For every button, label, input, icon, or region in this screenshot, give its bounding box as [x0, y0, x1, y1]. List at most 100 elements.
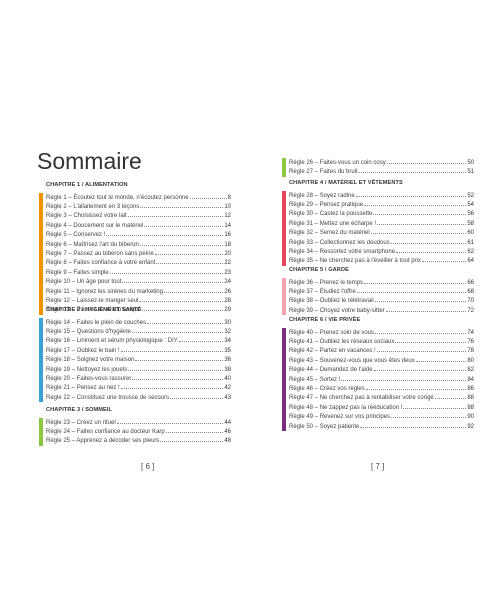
entry-label: Règle 7 – Passez au biberon sans peine	[46, 250, 154, 257]
entry-page: 14	[224, 222, 231, 229]
entry-page: 20	[224, 250, 231, 257]
entry-label: Règle 26 – Faites-vous un coin cosy	[289, 160, 386, 166]
dot-leader	[364, 278, 467, 284]
entry-label: Règle 18 – Soignez votre maison	[46, 357, 135, 364]
entry-label: Règle 24 – Faites confiance au docteur K…	[46, 428, 165, 435]
entry-page: 28	[224, 297, 231, 304]
toc-entry: Règle 13 – Passez au menu unique 29	[46, 305, 231, 314]
dot-leader	[109, 268, 224, 274]
toc-entry: Règle 44 – Demandez de l'aide 82	[289, 365, 474, 374]
entry-label: Règle 37 – Étudiez l'offre	[289, 288, 356, 295]
toc-entry: Règle 11 – Ignorez les sirènes du market…	[46, 287, 231, 296]
toc-entry: Règle 36 – Prenez le temps 66	[289, 278, 474, 287]
toc-entry: Règle 49 – Revenez sur vos principes 90	[289, 412, 474, 421]
dot-leader	[390, 238, 467, 244]
entry-label: Règle 6 – Maîtrisez l'art du biberon	[46, 241, 139, 248]
entry-label: Règle 25 – Apprenez à décoder ses pleurs	[46, 438, 160, 445]
entry-label: Règle 5 – Conservez !	[46, 232, 106, 239]
entry-label: Règle 27 – Faites du bruit	[289, 169, 358, 176]
entry-list: Règle 14 – Faites le plein de couches 30 R…	[39, 317, 231, 403]
entry-label: Règle 43 – Souvenez-vous que vous êtes d…	[289, 357, 415, 364]
entry-label: Règle 42 – Partez en vacances !	[289, 348, 376, 355]
toc-entry: Règle 38 – Oubliez le télétravail 70	[289, 296, 474, 305]
chapter-section: CHAPITRE 4 / MATÉRIEL ET VÊTEMENTS Règle …	[282, 179, 474, 266]
toc-entry: Règle 50 – Soyez patiente 92	[289, 422, 474, 431]
entry-label: Règle 34 – Ressortez votre smartphone	[289, 248, 396, 255]
dot-leader	[434, 393, 467, 400]
entry-page: 22	[224, 260, 231, 267]
dot-leader	[116, 418, 224, 424]
entry-page: 54	[467, 201, 474, 208]
dot-leader	[165, 427, 224, 433]
toc-entry: Règle 39 – Choyez votre baby-sitter 72	[289, 306, 474, 315]
toc-entry: Règle 29 – Pensez pratique 54	[289, 200, 474, 209]
dot-leader	[144, 221, 224, 227]
entry-label: Règle 39 – Choyez votre baby-sitter	[289, 307, 385, 314]
entry-page: 56	[467, 211, 474, 218]
entry-page: 88	[467, 404, 474, 411]
entry-label: Règle 44 – Demandez de l'aide	[289, 367, 373, 374]
chapter-section: CHAPITRE 5 / GARDE Règle 36 – Prenez le t…	[282, 266, 474, 316]
entry-label: Règle 11 – Ignorez les sirènes du market…	[46, 288, 163, 295]
toc-entry: Règle 30 – Castez la poussette 56	[289, 209, 474, 218]
dot-leader	[156, 258, 224, 265]
dot-leader	[415, 356, 467, 362]
dot-leader	[189, 193, 227, 199]
dot-leader	[364, 200, 467, 206]
entry-label: Règle 23 – Créez un rituel	[46, 419, 116, 426]
entry-label: Règle 31 – Mettez une écharpe !	[289, 220, 377, 227]
entry-page: 70	[467, 298, 474, 305]
entry-page: 68	[467, 288, 474, 295]
toc-entry: Règle 9 – Faites simple 23	[46, 268, 231, 277]
dot-leader	[154, 249, 224, 255]
entry-page: 88	[467, 395, 474, 402]
dot-leader	[374, 296, 467, 303]
entry-page: 76	[467, 338, 474, 345]
entry-page: 42	[224, 385, 231, 392]
dot-leader	[120, 383, 224, 390]
toc-entry: Règle 40 – Prenez soin de vous 74	[289, 328, 474, 337]
toc-entry: Règle 12 – Laissez-le manger seul 28	[46, 296, 231, 305]
dot-leader	[135, 355, 224, 362]
entry-label: Règle 19 – Nettoyez les jouets	[46, 366, 128, 373]
entry-label: Règle 2 – L'allaitement en 3 leçons	[46, 203, 140, 210]
entry-page: 36	[224, 357, 231, 364]
dot-leader	[147, 318, 224, 324]
toc-entry: Règle 5 – Conservez ! 16	[46, 230, 231, 239]
chapter-heading: CHAPITRE 6 / VIE PRIVÉE	[289, 316, 361, 323]
dot-leader	[365, 384, 467, 390]
dot-leader	[375, 328, 467, 334]
entry-label: Règle 9 – Faites simple	[46, 269, 109, 276]
dot-leader	[385, 306, 467, 312]
toc-entry: Règle 17 – Oubliez le bain ! 35	[46, 346, 231, 355]
toc-entry: Règle 22 – Constituez une trousse de sec…	[46, 393, 231, 402]
toc-entry: Règle 18 – Soignez votre maison 36	[46, 355, 231, 364]
entry-label: Règle 33 – Collectionnez les doudous	[289, 239, 390, 246]
chapter-heading: CHAPITRE 4 / MATÉRIEL ET VÊTEMENTS	[289, 179, 403, 186]
entry-list: Règle 36 – Prenez le temps 66 Règle 37 – É…	[282, 277, 474, 316]
dot-leader	[403, 403, 467, 409]
entry-page: 35	[224, 347, 231, 354]
dot-leader	[106, 230, 224, 237]
toc-entry: Règle 25 – Apprenez à décoder ses pleurs…	[46, 436, 231, 445]
entry-label: Règle 30 – Castez la poussette	[289, 211, 373, 218]
entry-label: Règle 22 – Constituez une trousse de sec…	[46, 394, 170, 401]
entry-label: Règle 49 – Revenez sur vos principes	[289, 414, 391, 421]
title: Sommaire	[37, 148, 142, 174]
entry-page: 66	[467, 279, 474, 286]
entry-list: Règle 1 – Écoutez tout le monde, n'écout…	[39, 192, 231, 315]
entry-label: Règle 14 – Faites le plein de couches	[46, 319, 147, 326]
toc-entry: Règle 24 – Faites confiance au docteur K…	[46, 427, 231, 436]
dot-leader	[120, 346, 224, 352]
toc-entry: Règle 1 – Écoutez tout le monde, n'écout…	[46, 193, 231, 202]
toc-entry: Règle 2 – L'allaitement en 3 leçons 10	[46, 202, 231, 211]
entry-page: 90	[467, 414, 474, 421]
entry-label: Règle 12 – Laissez-le manger seul	[46, 297, 139, 304]
dot-leader	[139, 240, 224, 246]
entry-label: Règle 48 – Ne zappez pas la rééducation …	[289, 404, 403, 411]
toc-entry: Règle 48 – Ne zappez pas la rééducation …	[289, 403, 474, 412]
chapter-section: CHAPITRE 6 / VIE PRIVÉE Règle 40 – Prenez…	[282, 316, 474, 431]
dot-leader	[131, 327, 224, 333]
chapter-heading: CHAPITRE 3 / SOMMEIL	[46, 406, 113, 413]
